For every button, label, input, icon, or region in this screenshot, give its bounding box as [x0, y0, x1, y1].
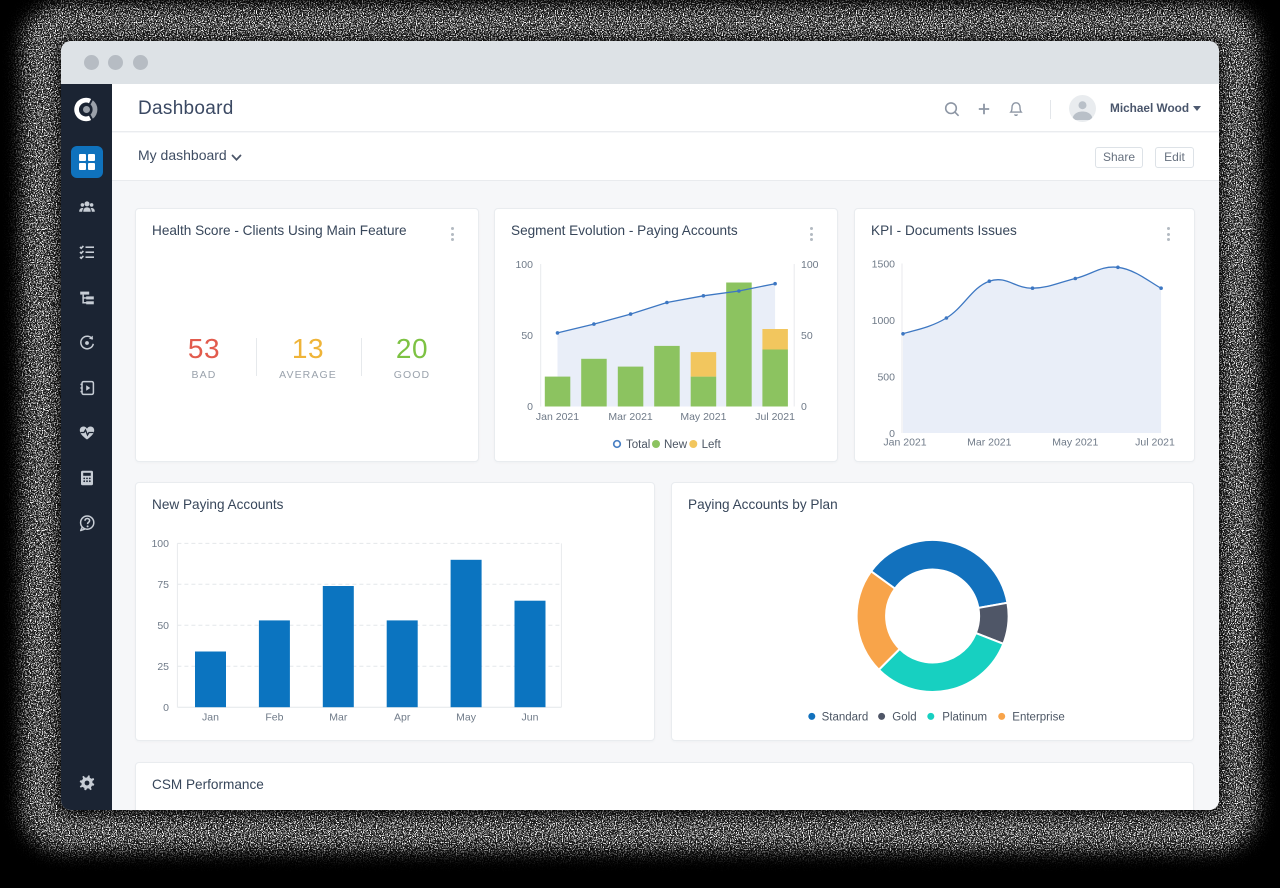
- svg-text:0: 0: [889, 428, 895, 440]
- svg-text:Jul 2021: Jul 2021: [755, 411, 795, 423]
- svg-text:50: 50: [801, 330, 813, 342]
- svg-text:1500: 1500: [872, 259, 896, 271]
- svg-text:Platinum: Platinum: [942, 712, 987, 724]
- svg-text:Jan: Jan: [202, 712, 219, 724]
- svg-text:50: 50: [521, 330, 533, 342]
- svg-text:500: 500: [877, 372, 895, 384]
- svg-text:100: 100: [151, 538, 169, 550]
- svg-text:50: 50: [157, 620, 169, 632]
- svg-text:May 2021: May 2021: [1052, 437, 1098, 449]
- svg-text:Mar: Mar: [329, 712, 348, 724]
- svg-text:Mar 2021: Mar 2021: [608, 411, 653, 423]
- svg-text:Left: Left: [702, 439, 722, 451]
- svg-text:May 2021: May 2021: [680, 411, 726, 423]
- svg-text:Mar 2021: Mar 2021: [967, 437, 1012, 449]
- svg-text:0: 0: [527, 401, 533, 413]
- svg-text:Jan 2021: Jan 2021: [883, 437, 926, 449]
- svg-text:0: 0: [801, 401, 807, 413]
- svg-text:Jun: Jun: [522, 712, 539, 724]
- svg-text:Standard: Standard: [822, 712, 869, 724]
- svg-text:100: 100: [801, 259, 819, 271]
- svg-text:May: May: [456, 712, 477, 724]
- svg-text:Feb: Feb: [265, 712, 283, 724]
- svg-text:Jul 2021: Jul 2021: [1135, 437, 1175, 449]
- svg-text:Gold: Gold: [892, 712, 916, 724]
- svg-text:Total: Total: [626, 439, 650, 451]
- svg-text:0: 0: [163, 702, 169, 714]
- svg-text:Jan 2021: Jan 2021: [536, 411, 579, 423]
- svg-text:100: 100: [515, 259, 533, 271]
- svg-text:New: New: [664, 439, 688, 451]
- svg-text:Apr: Apr: [394, 712, 411, 724]
- svg-text:1000: 1000: [872, 315, 896, 327]
- svg-text:75: 75: [157, 579, 169, 591]
- svg-text:25: 25: [157, 661, 169, 673]
- svg-text:Enterprise: Enterprise: [1012, 712, 1064, 724]
